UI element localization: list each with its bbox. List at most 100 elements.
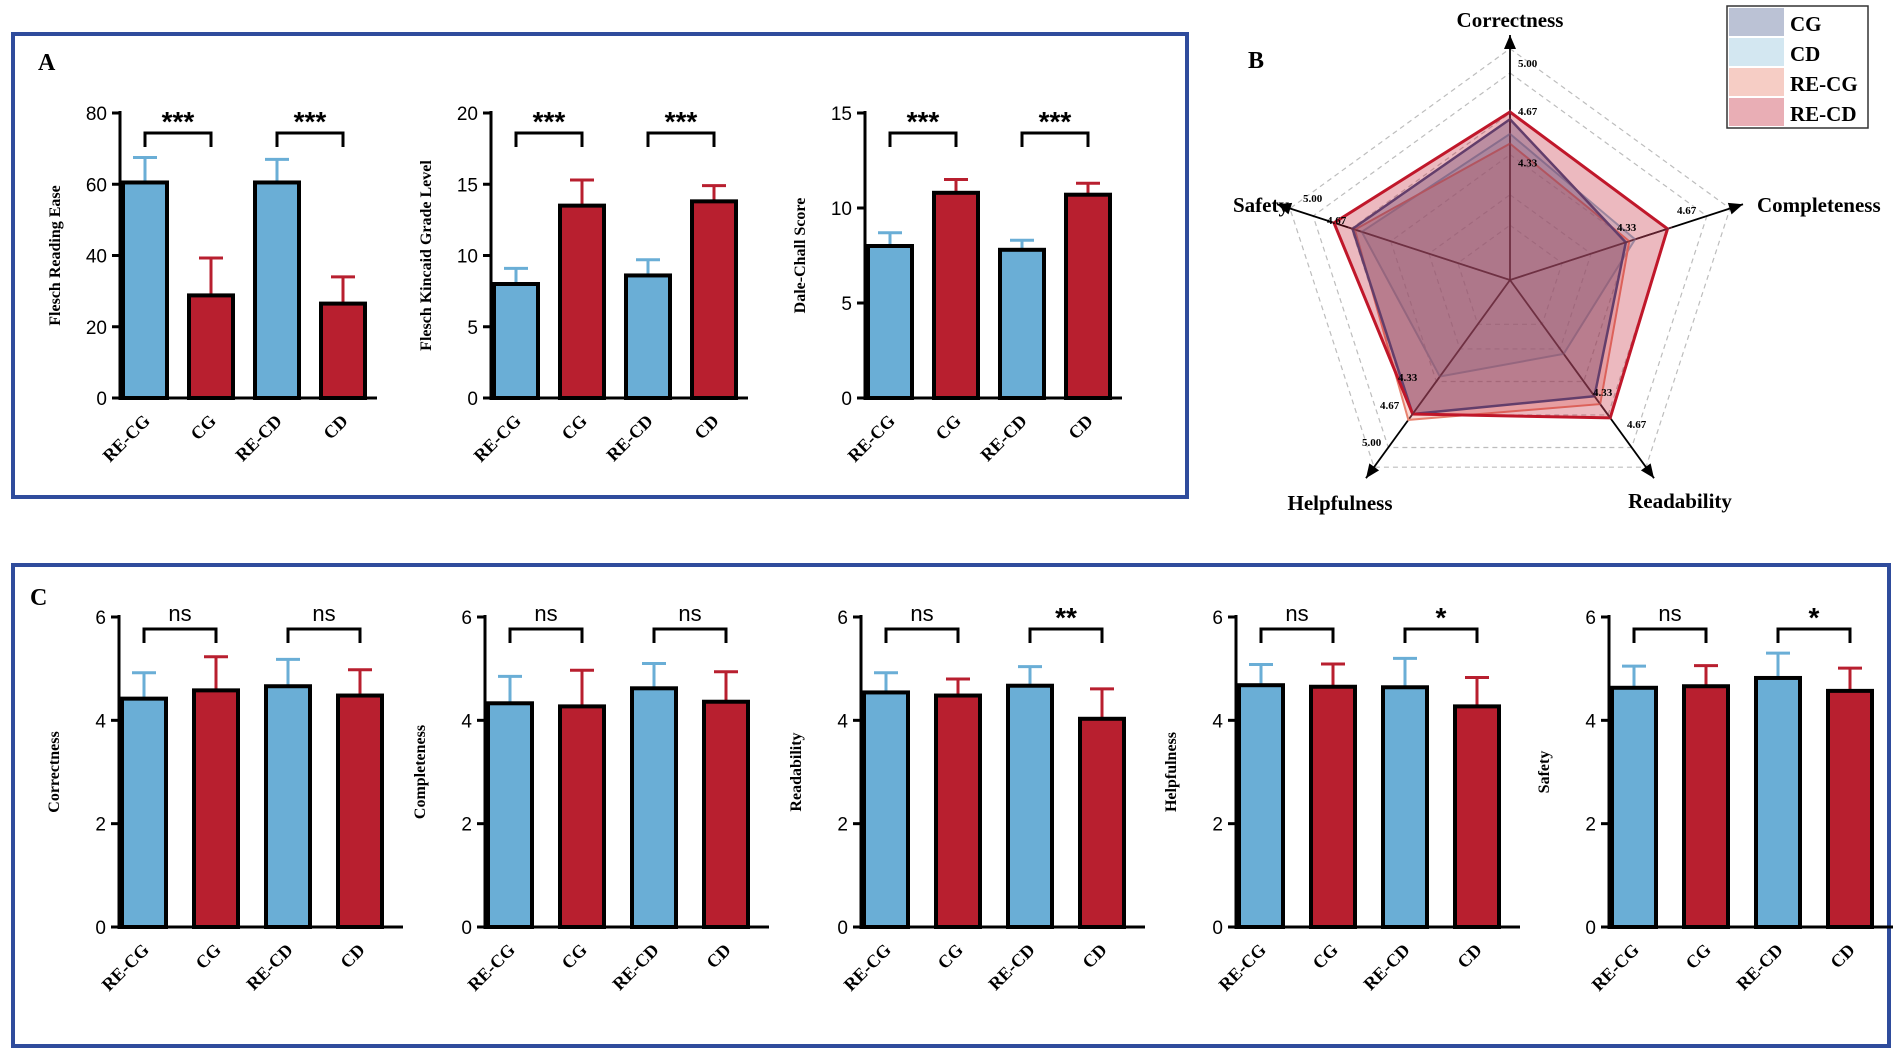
category-label: CD <box>1453 940 1486 973</box>
bar-chart-a1: 0 20 40 60 80 Flesch Reading Ease RE-CG CG RE-CD… <box>47 104 377 466</box>
bar-re-cg <box>120 696 168 930</box>
bar-re-cd <box>264 684 312 929</box>
y-tick-label: 6 <box>95 608 106 629</box>
category-label: RE-CG <box>464 940 519 995</box>
category-label: RE-CG <box>98 940 153 995</box>
y-tick-label: 4 <box>95 711 106 732</box>
category-label: RE-CD <box>602 411 656 465</box>
radar-spoke <box>1509 279 1611 419</box>
y-tick-label: 40 <box>86 247 107 268</box>
radar-axis-arrow <box>1640 463 1655 479</box>
significance-bracket <box>1632 627 1708 643</box>
radar-ring-label: 4.67 <box>1518 106 1538 118</box>
panel-c-label: C <box>30 585 47 611</box>
significance-label: ns <box>168 601 191 626</box>
y-tick-label: 0 <box>837 918 848 939</box>
category-label: CD <box>336 940 369 973</box>
legend-label-recg: RE-CG <box>1790 72 1858 96</box>
y-axis-label: Completeness <box>412 725 429 819</box>
radar-ring-label: 4.67 <box>1677 205 1697 217</box>
y-axis-label: Flesch Kincaid Grade Level <box>418 160 435 351</box>
category-label: RE-CG <box>1215 940 1270 995</box>
y-tick-label: 60 <box>86 175 107 196</box>
y-axis-label: Correctness <box>46 731 63 812</box>
y-tick-label: 6 <box>1212 608 1223 629</box>
category-label: CG <box>1682 940 1715 973</box>
bar-chart-c4: 0 2 4 6 Helpfulness RE-CG CG RE-CD CD ns * <box>1163 601 1520 995</box>
significance-label: ns <box>1285 601 1308 626</box>
radar-spoke <box>1509 226 1673 281</box>
significance-bracket <box>286 627 362 643</box>
y-tick-label: 0 <box>841 389 852 410</box>
significance-label: ns <box>910 601 933 626</box>
bar-re-cg <box>862 690 910 930</box>
legend-label-recd: RE-CD <box>1790 102 1857 126</box>
bar-cg <box>934 693 982 929</box>
y-tick-label: 0 <box>1585 918 1596 939</box>
y-tick-label: 2 <box>461 815 472 836</box>
panel-b-label: B <box>1248 48 1264 74</box>
bar-re-cd <box>998 247 1046 400</box>
radar-ring-label: 4.33 <box>1617 222 1637 234</box>
radar-ring-label: 4.33 <box>1398 372 1418 384</box>
panel-a-charts: 0 20 40 60 80 Flesch Reading Ease RE-CG CG RE-CD… <box>47 104 1122 466</box>
radar-chart: 5.00 4.67 4.33 4.33 4.67 4.33 4.67 4.33 4.67 5.00… <box>1233 8 1881 515</box>
y-tick-label: 4 <box>1212 711 1223 732</box>
radar-ring-label: 5.00 <box>1303 193 1323 205</box>
bar-cd <box>336 693 384 929</box>
y-tick-label: 15 <box>831 104 852 125</box>
significance-bracket <box>142 627 218 643</box>
category-label: RE-CD <box>1359 940 1413 994</box>
bar-chart-a2: 0 5 10 15 20 Flesch Kincaid Grade Level RE-CG C… <box>418 104 748 466</box>
bar-chart-c3: 0 2 4 6 Readability RE-CG CG RE-CD CD ns ** <box>788 601 1145 995</box>
y-tick-label: 2 <box>837 815 848 836</box>
bar-chart-c2: 0 2 4 6 Completeness RE-CG CG RE-CD CD ns ns <box>412 601 769 995</box>
radar-series-cg <box>1351 117 1628 416</box>
category-label: CG <box>187 411 220 444</box>
panel-c-frame <box>11 563 1891 1048</box>
category-label: RE-CD <box>1732 940 1786 994</box>
y-tick-label: 6 <box>461 608 472 629</box>
significance-label: ** <box>1055 602 1077 633</box>
legend-swatch-recd <box>1729 98 1784 126</box>
radar-ring-label: 4.67 <box>1627 419 1647 431</box>
category-label: CG <box>558 411 591 444</box>
significance-label: *** <box>162 106 195 137</box>
bar-re-cd <box>253 180 301 400</box>
category-label: RE-CD <box>976 411 1030 465</box>
bar-re-cd <box>1754 675 1802 930</box>
bar-chart-c1: 0 2 4 6 Correctness RE-CG CG RE-CD CD ns ns <box>46 601 403 995</box>
category-label: RE-CG <box>99 411 154 466</box>
y-axis-label: Flesch Reading Ease <box>47 185 64 325</box>
category-label: RE-CD <box>608 940 662 994</box>
bar-re-cg <box>121 180 169 400</box>
bar-cd <box>1453 704 1501 930</box>
bar-re-cd <box>1381 685 1429 929</box>
bar-re-cd <box>624 273 672 401</box>
bar-chart-c5: 0 2 4 6 Safety RE-CG CG RE-CD CD ns * <box>1536 601 1893 995</box>
category-label: CG <box>192 940 225 973</box>
radar-grid-ring <box>1428 194 1592 350</box>
category-label: CG <box>932 411 965 444</box>
radar-grid-ring <box>1390 153 1630 383</box>
significance-label: *** <box>665 106 698 137</box>
y-tick-label: 0 <box>461 918 472 939</box>
significance-label: ns <box>534 601 557 626</box>
panel-a-label: A <box>38 50 56 76</box>
radar-ring-label: 4.33 <box>1593 387 1613 399</box>
y-axis-label: Helpfulness <box>1163 732 1180 812</box>
y-tick-label: 2 <box>95 815 106 836</box>
radar-axis-label: Helpfulness <box>1287 491 1392 515</box>
bar-cg <box>187 293 235 400</box>
bar-cd <box>702 699 750 929</box>
bar-cd <box>1826 688 1874 930</box>
bar-cg <box>558 704 606 930</box>
legend-frame <box>1726 5 1869 129</box>
radar-ring-label: 4.33 <box>1518 158 1538 170</box>
bar-cd <box>1064 192 1112 400</box>
bar-cg <box>558 203 606 400</box>
bar-cd <box>319 301 367 400</box>
radar-ring-label: 5.00 <box>1518 58 1538 70</box>
y-tick-label: 20 <box>457 104 478 125</box>
significance-label: * <box>1436 602 1447 633</box>
